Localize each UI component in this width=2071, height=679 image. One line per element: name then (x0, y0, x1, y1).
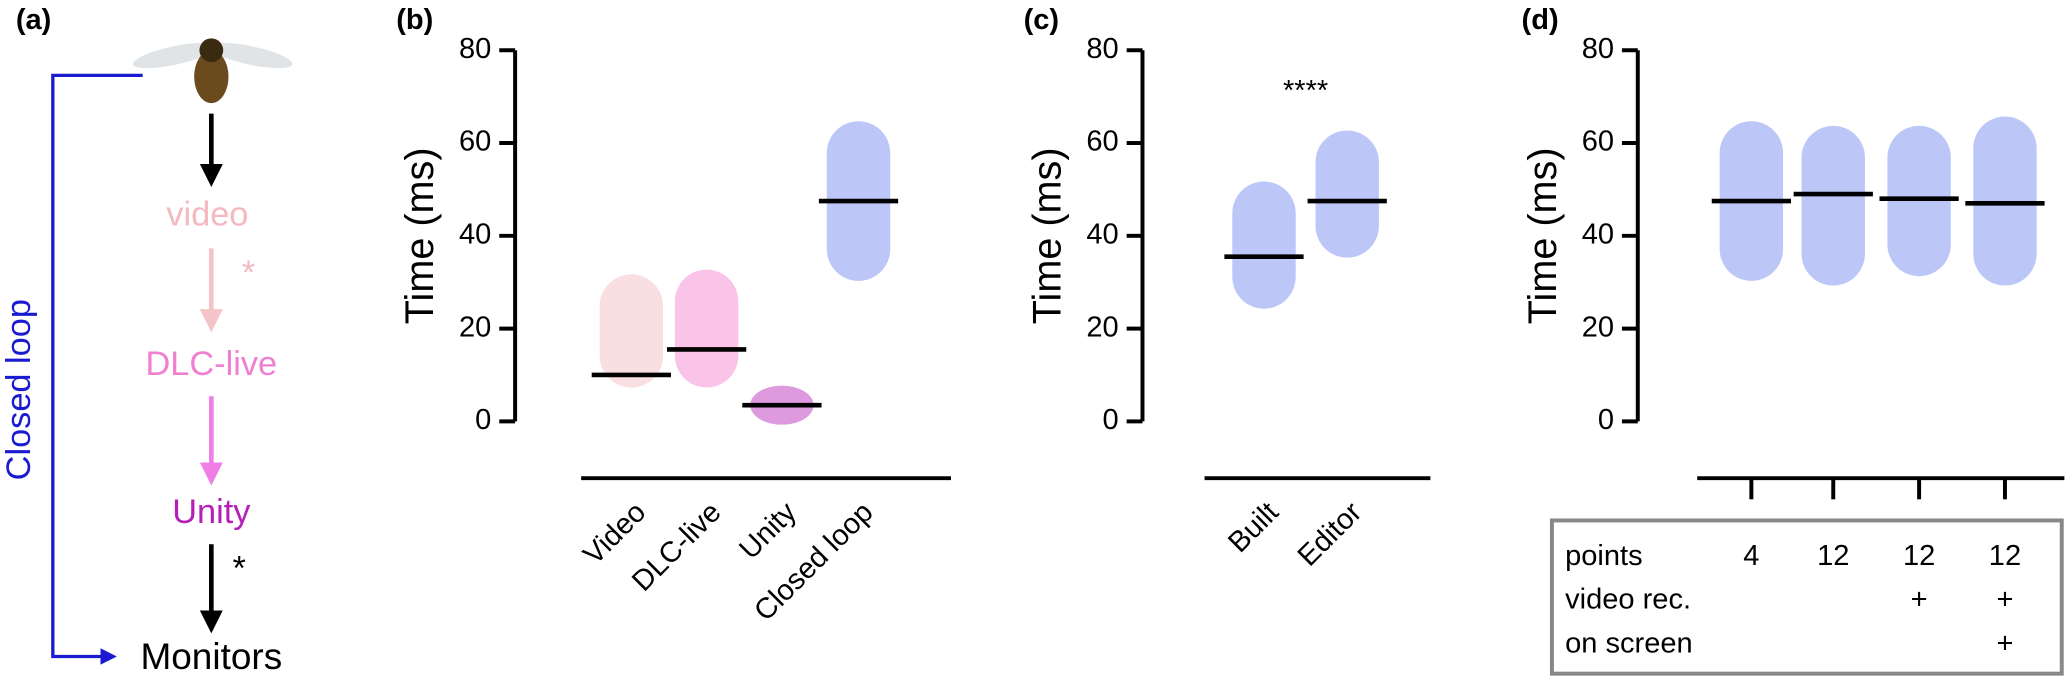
spread (599, 274, 664, 388)
x-tick-label: Editor (1292, 496, 1369, 573)
y-tick-label: 20 (459, 311, 491, 343)
bee (132, 38, 293, 104)
annotation: **** (1283, 75, 1328, 107)
y-tick-label: 80 (1582, 33, 1614, 65)
panel-label: (d) (1522, 4, 1559, 36)
spread (1973, 116, 2037, 286)
table-cell: points (1565, 540, 1643, 572)
panel-label: (b) (396, 4, 433, 36)
y-tick-label: 0 (1103, 404, 1119, 436)
table-cell: + (1996, 584, 2013, 616)
x-tick-label: Unity (733, 496, 803, 566)
panel-label: (c) (1024, 4, 1060, 36)
table-cell: video rec. (1565, 584, 1691, 616)
significance: * (232, 550, 245, 588)
significance: * (242, 254, 255, 292)
y-tick-label: 80 (459, 33, 491, 65)
x-tick-label: Built (1222, 496, 1285, 559)
spread (1887, 125, 1951, 277)
table-cell: on screen (1565, 627, 1693, 659)
node: Unity (172, 493, 251, 531)
y-axis-label: Time (ms) (398, 147, 442, 324)
node: video (166, 196, 248, 234)
y-tick-label: 60 (459, 126, 491, 158)
side-label: Closed loop (0, 299, 38, 480)
y-tick-label: 20 (1086, 311, 1118, 343)
table-cell: 12 (1903, 540, 1935, 572)
spread (674, 269, 739, 388)
y-axis-label: Time (ms) (1025, 147, 1069, 324)
panel-a: (a) video * DLC-live Unity * Monitors Cl… (0, 4, 293, 677)
y-tick-label: 20 (1582, 311, 1614, 343)
table-box (1549, 518, 2064, 676)
table-cell: 4 (1743, 540, 1759, 572)
y-tick-label: 40 (1086, 218, 1118, 250)
table-cell: 12 (1989, 540, 2021, 572)
spread (1232, 181, 1296, 309)
node: DLC-live (146, 345, 278, 383)
y-tick-label: 0 (475, 404, 491, 436)
y-axis-label: Time (ms) (1521, 147, 1565, 324)
table-cell: + (1996, 627, 2013, 659)
panel-label: (a) (16, 4, 52, 36)
y-tick-label: 0 (1598, 404, 1614, 436)
y-tick-label: 60 (1086, 126, 1118, 158)
table-cell: 12 (1817, 540, 1849, 572)
spread (1315, 130, 1379, 258)
node: Monitors (140, 636, 282, 677)
y-tick-label: 40 (1582, 218, 1614, 250)
spread (1801, 125, 1865, 286)
y-tick-label: 60 (1582, 126, 1614, 158)
y-tick-label: 80 (1086, 33, 1118, 65)
table-cell: + (1911, 584, 1928, 616)
y-tick-label: 40 (459, 218, 491, 250)
